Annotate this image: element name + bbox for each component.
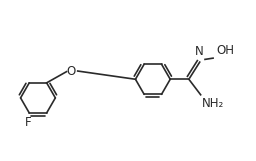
Text: NH₂: NH₂ [202,97,224,110]
Text: F: F [25,116,32,129]
Text: N: N [195,45,204,58]
Text: OH: OH [217,44,235,57]
Text: O: O [67,65,76,78]
